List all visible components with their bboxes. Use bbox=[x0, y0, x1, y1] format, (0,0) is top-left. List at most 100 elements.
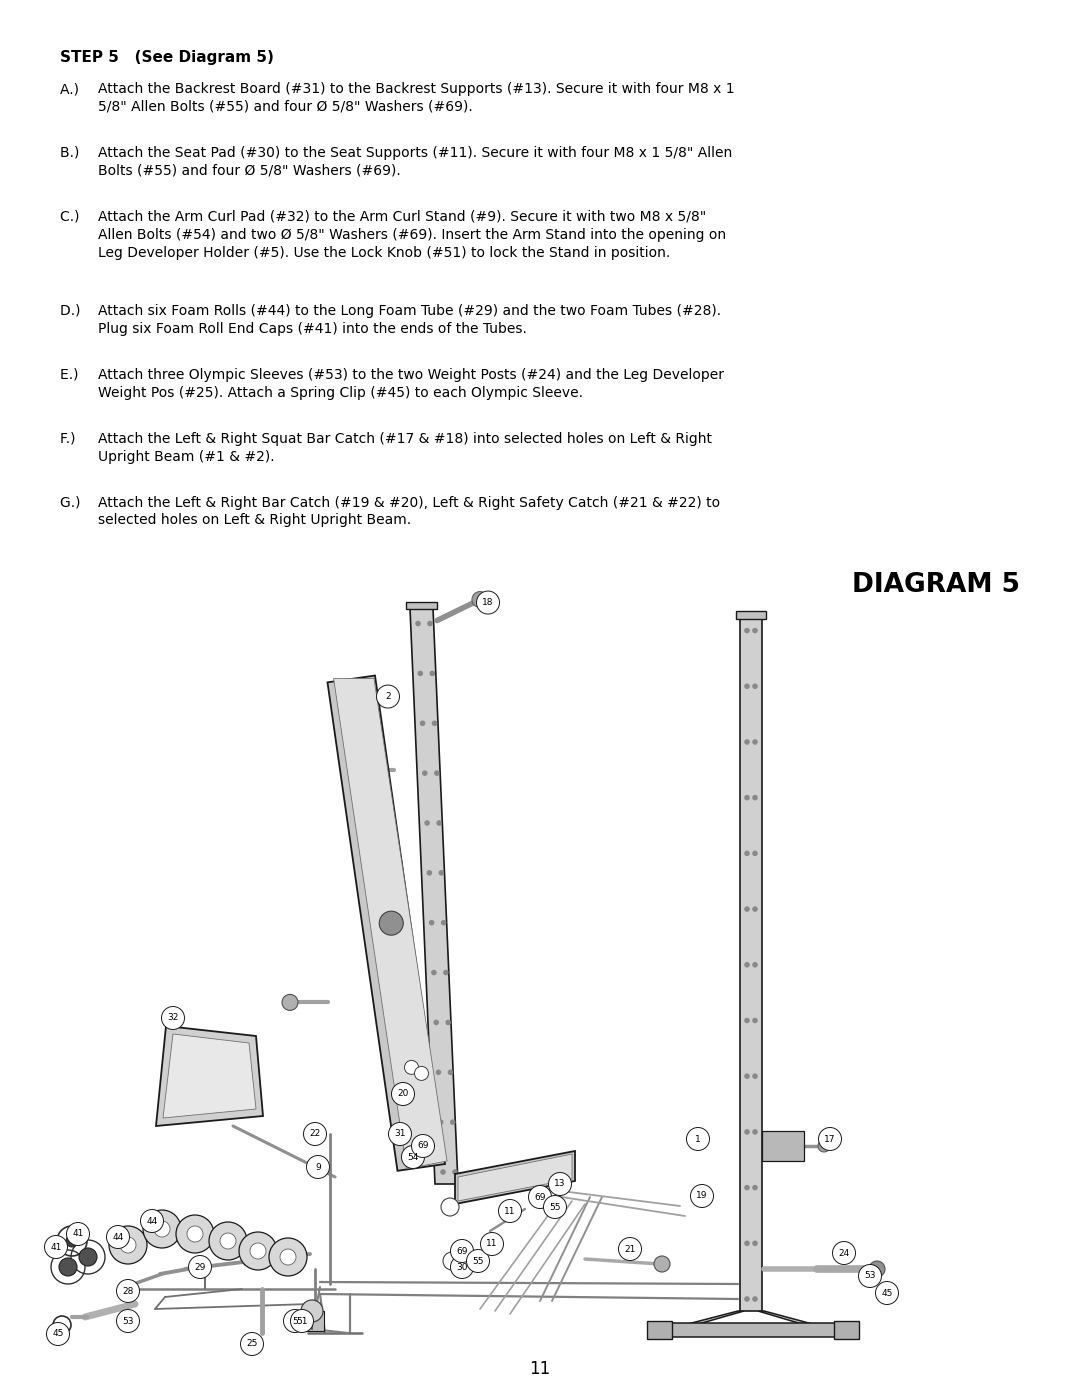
Text: 69: 69 bbox=[535, 1193, 545, 1201]
Circle shape bbox=[753, 963, 757, 967]
Circle shape bbox=[66, 1235, 78, 1248]
Polygon shape bbox=[653, 1323, 846, 1337]
Circle shape bbox=[430, 671, 434, 676]
Circle shape bbox=[833, 1242, 855, 1264]
Circle shape bbox=[753, 1130, 757, 1134]
Text: Attach six Foam Rolls (#44) to the Long Foam Tube (#29) and the two Foam Tubes (: Attach six Foam Rolls (#44) to the Long … bbox=[98, 303, 721, 335]
Text: 22: 22 bbox=[309, 1130, 321, 1139]
Bar bbox=[302, 1310, 324, 1331]
Text: 1: 1 bbox=[696, 1134, 701, 1144]
Circle shape bbox=[535, 1194, 549, 1208]
Circle shape bbox=[450, 1239, 473, 1263]
Circle shape bbox=[303, 1123, 326, 1146]
Text: 25: 25 bbox=[246, 1340, 258, 1348]
Circle shape bbox=[745, 1241, 750, 1246]
Circle shape bbox=[753, 1074, 757, 1078]
Circle shape bbox=[418, 671, 422, 676]
Circle shape bbox=[283, 1309, 307, 1333]
Text: Attach the Left & Right Bar Catch (#19 & #20), Left & Right Safety Catch (#21 & : Attach the Left & Right Bar Catch (#19 &… bbox=[98, 496, 720, 528]
Circle shape bbox=[818, 1140, 831, 1153]
Circle shape bbox=[402, 1146, 424, 1168]
Polygon shape bbox=[334, 679, 447, 1169]
Text: 18: 18 bbox=[483, 598, 494, 608]
Circle shape bbox=[753, 795, 757, 800]
Bar bbox=[647, 1322, 672, 1338]
Text: 32: 32 bbox=[167, 1013, 178, 1023]
Text: D.): D.) bbox=[60, 303, 85, 317]
Circle shape bbox=[443, 1252, 461, 1270]
Text: C.): C.) bbox=[60, 210, 84, 224]
Text: B.): B.) bbox=[60, 145, 84, 159]
Circle shape bbox=[753, 907, 757, 911]
Circle shape bbox=[436, 1070, 441, 1074]
Circle shape bbox=[220, 1234, 237, 1249]
Circle shape bbox=[117, 1309, 139, 1333]
Circle shape bbox=[210, 1222, 247, 1260]
Circle shape bbox=[79, 1248, 97, 1266]
Circle shape bbox=[282, 995, 298, 1010]
Text: STEP 5   (See Diagram 5): STEP 5 (See Diagram 5) bbox=[60, 50, 274, 66]
Circle shape bbox=[654, 1256, 670, 1273]
Text: 53: 53 bbox=[122, 1316, 134, 1326]
Circle shape bbox=[869, 1261, 885, 1277]
Circle shape bbox=[745, 795, 750, 800]
Circle shape bbox=[745, 1186, 750, 1190]
Circle shape bbox=[440, 870, 444, 875]
Circle shape bbox=[876, 1281, 899, 1305]
Circle shape bbox=[437, 821, 442, 826]
Circle shape bbox=[411, 1134, 434, 1158]
Circle shape bbox=[446, 1020, 450, 1024]
Text: G.): G.) bbox=[60, 496, 85, 510]
Text: Attach three Olympic Sleeves (#53) to the two Weight Posts (#24) and the Leg Dev: Attach three Olympic Sleeves (#53) to th… bbox=[98, 367, 724, 400]
Circle shape bbox=[107, 1225, 130, 1249]
Circle shape bbox=[745, 685, 750, 689]
Polygon shape bbox=[762, 1132, 804, 1161]
Circle shape bbox=[120, 1236, 136, 1253]
Circle shape bbox=[745, 851, 750, 855]
Text: 44: 44 bbox=[147, 1217, 158, 1225]
Circle shape bbox=[745, 1074, 750, 1078]
Circle shape bbox=[448, 1070, 453, 1074]
Circle shape bbox=[476, 591, 499, 615]
Circle shape bbox=[67, 1222, 90, 1246]
Circle shape bbox=[379, 911, 403, 935]
Text: Attach the Left & Right Squat Bar Catch (#17 & #18) into selected holes on Left : Attach the Left & Right Squat Bar Catch … bbox=[98, 432, 712, 464]
Polygon shape bbox=[163, 1034, 256, 1118]
Circle shape bbox=[44, 1235, 67, 1259]
Circle shape bbox=[420, 721, 424, 725]
Circle shape bbox=[450, 1120, 455, 1125]
Circle shape bbox=[241, 1333, 264, 1355]
Text: DIAGRAM 5: DIAGRAM 5 bbox=[852, 571, 1020, 598]
Circle shape bbox=[819, 1127, 841, 1151]
Circle shape bbox=[450, 1256, 473, 1278]
Bar bbox=[834, 1322, 859, 1338]
Circle shape bbox=[619, 1238, 642, 1260]
Circle shape bbox=[140, 1210, 163, 1232]
Text: 54: 54 bbox=[407, 1153, 419, 1161]
Circle shape bbox=[434, 1020, 438, 1024]
Circle shape bbox=[528, 1186, 552, 1208]
Circle shape bbox=[428, 870, 432, 875]
Circle shape bbox=[189, 1256, 212, 1278]
Polygon shape bbox=[406, 602, 437, 609]
Circle shape bbox=[428, 622, 432, 626]
Polygon shape bbox=[740, 619, 762, 1310]
Text: 17: 17 bbox=[824, 1134, 836, 1144]
Text: E.): E.) bbox=[60, 367, 83, 381]
Circle shape bbox=[753, 740, 757, 745]
Text: Attach the Backrest Board (#31) to the Backrest Supports (#13). Secure it with f: Attach the Backrest Board (#31) to the B… bbox=[98, 82, 734, 113]
Circle shape bbox=[444, 971, 448, 975]
Text: 9: 9 bbox=[315, 1162, 321, 1172]
Circle shape bbox=[453, 1169, 457, 1175]
Circle shape bbox=[441, 1169, 445, 1175]
Text: 5: 5 bbox=[292, 1316, 298, 1326]
Polygon shape bbox=[735, 610, 766, 619]
Circle shape bbox=[690, 1185, 714, 1207]
Text: 19: 19 bbox=[697, 1192, 707, 1200]
Circle shape bbox=[416, 622, 420, 626]
Circle shape bbox=[389, 1123, 411, 1146]
Circle shape bbox=[430, 921, 434, 925]
Circle shape bbox=[291, 1309, 313, 1333]
Circle shape bbox=[687, 1127, 710, 1151]
Circle shape bbox=[434, 771, 438, 775]
